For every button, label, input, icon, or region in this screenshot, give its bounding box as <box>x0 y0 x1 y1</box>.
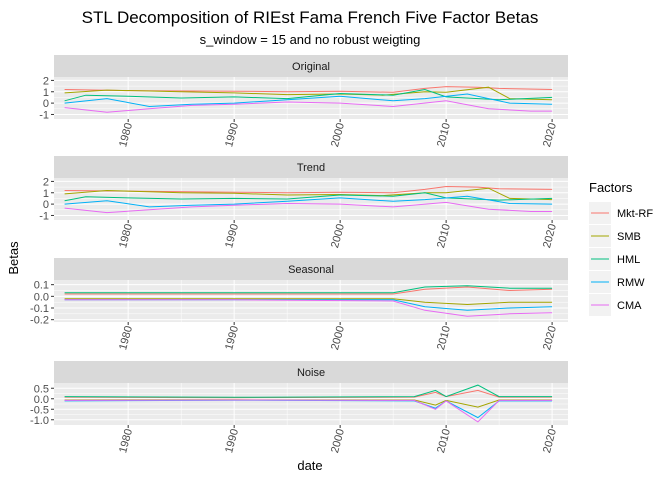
x-tick-label: 2000 <box>329 325 347 352</box>
x-tick-label: 1990 <box>223 428 241 455</box>
facet-strip-label: Original <box>292 61 330 73</box>
series-lines <box>64 86 553 113</box>
chart-title: STL Decomposition of RIEst Fama French F… <box>82 8 539 27</box>
series-line-mkt-rf <box>64 286 553 295</box>
series-line-hml <box>64 88 553 102</box>
legend-item-cma: CMA <box>589 294 642 316</box>
x-tick-label: 2000 <box>329 122 347 149</box>
facet-seasonal: Seasonal 0.10.0-0.1-0.2 1980 1990 2000 2010 20… <box>30 258 568 351</box>
y-tick-label: 0.5 <box>34 383 49 395</box>
x-tick-label: 1990 <box>223 223 241 250</box>
legend-label: Mkt-RF <box>617 208 653 220</box>
facet-trend: Trend 210-1 1980 1990 2000 2010 2020 <box>39 156 568 249</box>
series-line-smb <box>64 298 553 306</box>
series-line-hml <box>64 285 553 294</box>
y-tick-label: -0.2 <box>30 315 49 327</box>
y-tick-label: 1 <box>43 188 49 200</box>
x-tick-label: 2010 <box>435 325 453 352</box>
facet-strip-label: Noise <box>297 367 325 379</box>
y-tick-label: 2 <box>43 75 49 87</box>
x-tick-label: 1980 <box>117 325 135 352</box>
y-tick-label: 2 <box>43 176 49 188</box>
series-lines <box>64 384 553 423</box>
legend-title: Factors <box>589 180 633 195</box>
x-tick-label: 2010 <box>435 428 453 455</box>
x-tick-label: 2010 <box>435 223 453 250</box>
facet-strip <box>54 156 568 178</box>
y-tick-label: 0 <box>43 98 49 110</box>
y-tick-label: 0.1 <box>34 280 49 292</box>
x-tick-label: 1980 <box>117 428 135 455</box>
y-tick-label: -1.0 <box>30 415 49 427</box>
series-lines <box>64 285 553 317</box>
series-line-hml <box>64 192 553 202</box>
x-tick-label: 2000 <box>329 223 347 250</box>
x-tick-label: 2010 <box>435 122 453 149</box>
facet-strip-label: Trend <box>297 162 325 174</box>
series-line-cma <box>64 201 553 214</box>
x-tick-label: 2020 <box>541 223 559 250</box>
legend-label: HML <box>617 254 640 266</box>
facet-strip <box>54 55 568 77</box>
series-line-cma <box>64 100 553 113</box>
legend-label: CMA <box>617 300 642 312</box>
series-line-rmw <box>64 93 553 108</box>
x-tick-label: 1990 <box>223 325 241 352</box>
x-tick-label: 2000 <box>329 428 347 455</box>
y-tick-label: -0.5 <box>30 404 49 416</box>
series-line-hml <box>64 384 553 398</box>
x-tick-label: 2020 <box>541 122 559 149</box>
series-line-cma <box>64 299 553 317</box>
y-tick-label: 0.0 <box>34 291 49 303</box>
panel-background <box>54 178 568 220</box>
y-tick-label: -1 <box>39 210 49 222</box>
y-tick-label: 0 <box>43 199 49 211</box>
x-tick-label: 1990 <box>223 122 241 149</box>
legend-item-mkt-rf: Mkt-RF <box>589 202 653 224</box>
facet-strip-label: Seasonal <box>288 264 334 276</box>
series-lines <box>64 185 553 214</box>
facet-noise: Noise 0.50.0-0.5-1.0 1980 1990 2000 2010 2020 <box>30 361 568 454</box>
x-tick-label: 1980 <box>117 122 135 149</box>
legend-item-hml: HML <box>589 248 640 270</box>
series-line-rmw <box>64 195 553 208</box>
y-tick-label: -1 <box>39 109 49 121</box>
legend: Factors Mkt-RF SMB HML RMW CMA <box>589 180 653 316</box>
y-axis-label: Betas <box>6 241 21 275</box>
y-tick-label: 1 <box>43 87 49 99</box>
facet-original: Original 210-1 1980 1990 2000 2010 2020 <box>39 55 568 148</box>
y-tick-label: -0.1 <box>30 303 49 315</box>
legend-label: RMW <box>617 277 645 289</box>
legend-item-smb: SMB <box>589 225 641 247</box>
x-tick-label: 2020 <box>541 325 559 352</box>
panel-background <box>54 280 568 322</box>
legend-item-rmw: RMW <box>589 271 645 293</box>
x-tick-label: 2020 <box>541 428 559 455</box>
series-line-cma <box>64 399 553 423</box>
y-tick-label: 0.0 <box>34 394 49 406</box>
facet-strip <box>54 258 568 280</box>
series-line-mkt-rf <box>64 185 553 194</box>
x-tick-label: 1980 <box>117 223 135 250</box>
chart-subtitle: s_window = 15 and no robust weigting <box>200 32 421 47</box>
x-axis-label: date <box>297 458 322 473</box>
legend-label: SMB <box>617 231 641 243</box>
facet-strip <box>54 361 568 383</box>
